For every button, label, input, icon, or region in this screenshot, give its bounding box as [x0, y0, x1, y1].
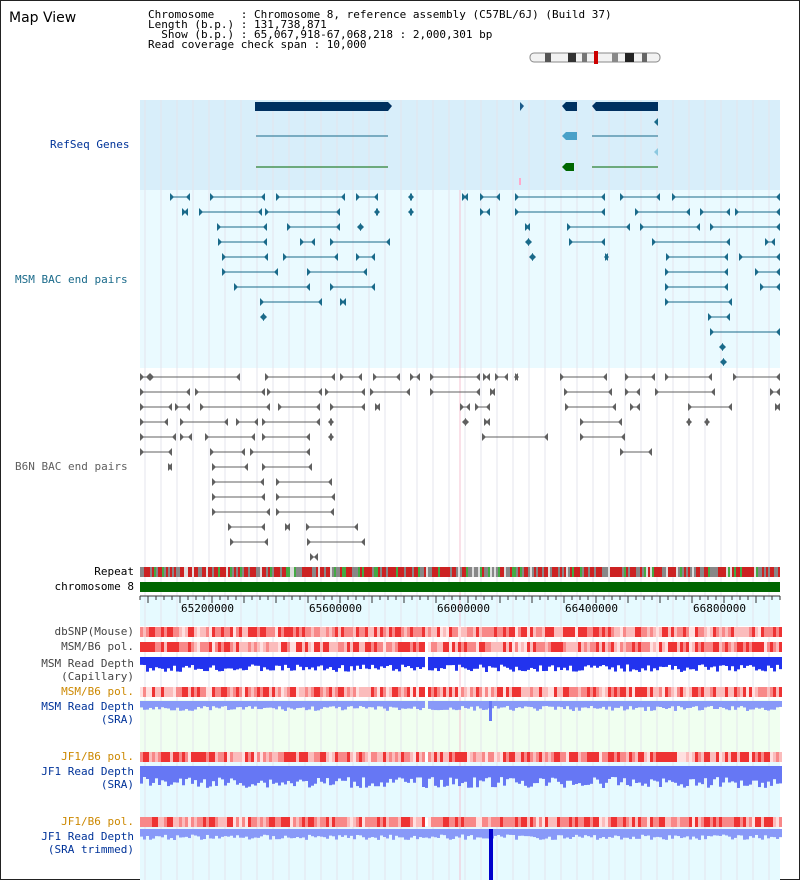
jf1-read-depth-sub: (SRA): [100, 778, 134, 791]
axis-tick-label: 66000000: [437, 602, 490, 615]
repeat-label: Repeat: [94, 565, 134, 578]
page-title: Map View: [9, 10, 77, 26]
grid-lines: [144, 100, 770, 880]
axis-tick-label: 66800000: [693, 602, 746, 615]
read-depth-tracks[interactable]: [140, 657, 782, 880]
jf1-read-depth-trimmed-sub: (SRA trimmed): [47, 843, 134, 856]
axis-tick-label: 66400000: [565, 602, 618, 615]
b6n-bac-pairs[interactable]: [140, 373, 780, 561]
heatmap-tracks[interactable]: [140, 627, 782, 827]
axis-tick-label: 65200000: [181, 602, 234, 615]
msm-read-depth-sra-label: MSM Read Depth: [41, 700, 134, 713]
info-show-range: Show (b.p.) : 65,067,918-67,068,218 : 2,…: [148, 28, 493, 41]
chromosome-bar[interactable]: [140, 582, 780, 592]
refseq-genes-label: RefSeq Genes: [50, 138, 130, 151]
jf1-b6-pol-label-2: JF1/B6 pol.: [61, 815, 134, 828]
coordinate-axis: [139, 595, 781, 603]
msm-read-depth-capillary-label: MSM Read Depth: [41, 657, 134, 670]
axis-tick-label: 65600000: [309, 602, 362, 615]
msm-bac-pairs[interactable]: [170, 193, 780, 366]
info-length: Length (b.p.) : 131,738,871: [148, 18, 327, 31]
b6n-bac-label: B6N BAC end pairs: [15, 460, 128, 473]
repeat-track[interactable]: [140, 567, 780, 577]
jf1-read-depth-label: JF1 Read Depth: [41, 765, 134, 778]
refseq-track-bg: [140, 100, 780, 190]
chromosome-label: chromosome 8: [54, 580, 134, 593]
chromosome-ideogram[interactable]: [529, 51, 661, 64]
msm-b6-pol-label-2: MSM/B6 pol.: [61, 685, 134, 698]
chromosome-info: Chromosome : Chromosome 8, reference ass…: [148, 8, 612, 51]
jf1-b6-pol-label: JF1/B6 pol.: [61, 750, 134, 763]
msm-read-depth-sra-sub: (SRA): [100, 713, 134, 726]
refseq-genes[interactable]: [255, 102, 658, 185]
dbsnp-label: dbSNP(Mouse): [54, 625, 134, 638]
info-coverage-span: Read coverage check span : 10,000: [148, 38, 367, 51]
msm-bac-label: MSM BAC end pairs: [15, 273, 128, 286]
jf1-read-depth-trimmed-label: JF1 Read Depth: [41, 830, 134, 843]
msm-read-depth-capillary-sub: (Capillary): [61, 670, 134, 683]
msm-b6-pol-label: MSM/B6 pol.: [61, 640, 134, 653]
info-chromosome: Chromosome : Chromosome 8, reference ass…: [148, 8, 612, 21]
